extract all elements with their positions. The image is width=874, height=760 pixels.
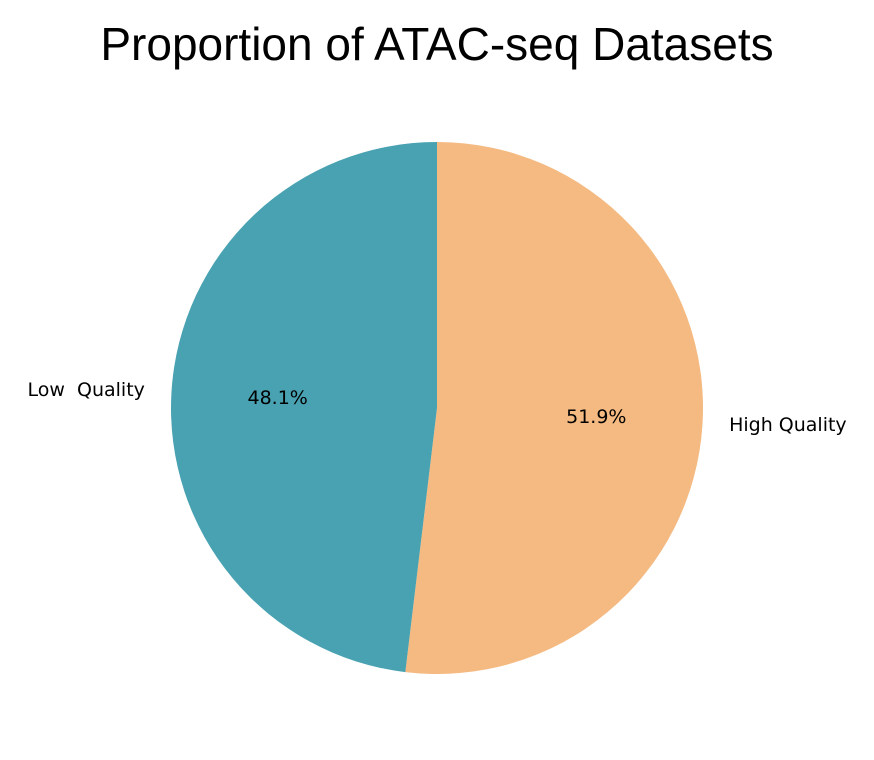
pie-slice-low-quality xyxy=(171,142,437,673)
pie-slice-high-quality xyxy=(405,142,704,674)
pie-category-label: Low Quality xyxy=(28,379,145,401)
chart-title: Proportion of ATAC-seq Datasets xyxy=(100,18,774,70)
pie-percent-label: 51.9% xyxy=(566,406,626,428)
pie-category-label: High Quality xyxy=(729,414,847,436)
pie-percent-label: 48.1% xyxy=(248,387,308,409)
